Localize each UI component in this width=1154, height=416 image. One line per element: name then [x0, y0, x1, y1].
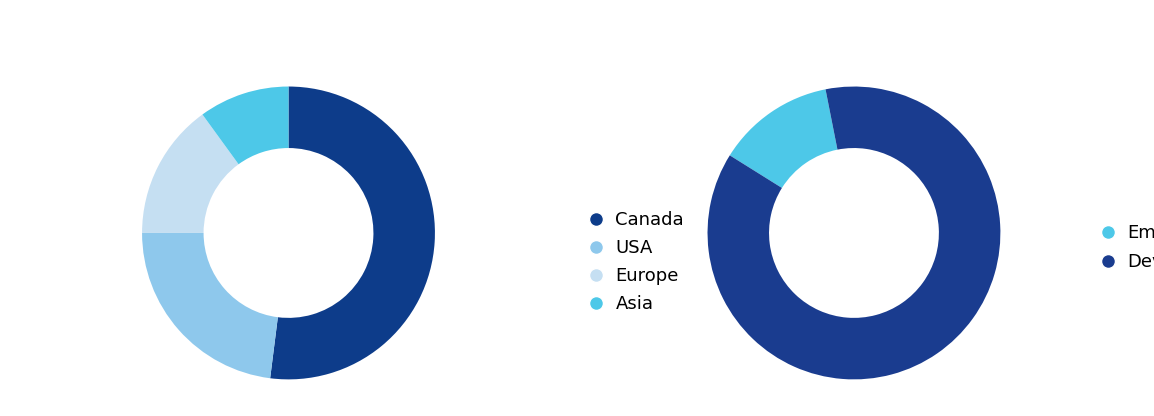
Wedge shape — [729, 89, 838, 188]
Wedge shape — [202, 87, 288, 164]
Wedge shape — [142, 233, 278, 378]
Wedge shape — [270, 87, 435, 379]
Wedge shape — [707, 87, 1001, 379]
Legend: Emerging, Developed: Emerging, Developed — [1099, 219, 1154, 277]
Legend: Canada, USA, Europe, Asia: Canada, USA, Europe, Asia — [586, 206, 689, 319]
Wedge shape — [142, 114, 239, 233]
